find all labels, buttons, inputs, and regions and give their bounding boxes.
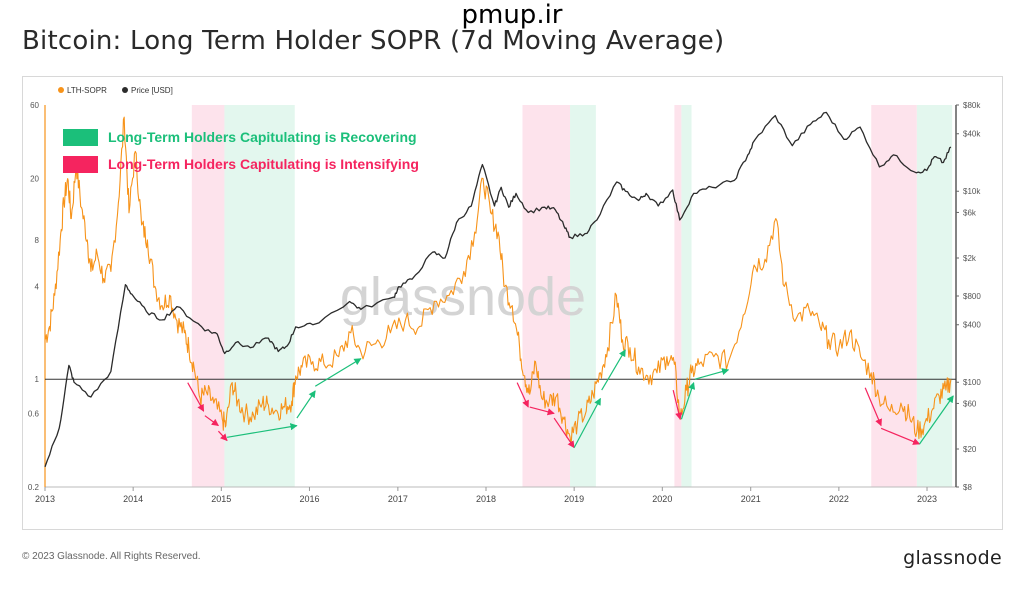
annotation-swatch-0	[63, 129, 98, 146]
y-left-tick-label-4: 4	[35, 282, 40, 291]
legend-label-1: Price [USD]	[131, 86, 173, 95]
recovering-arrow-10	[601, 349, 626, 391]
recovering-arrow-4	[296, 390, 316, 419]
recovering-arrow-3	[227, 423, 298, 438]
y-right-tick-label-$400: $400	[963, 321, 981, 330]
y-left-tick-label-1: 1	[35, 375, 40, 384]
recovering-band-5	[681, 105, 692, 487]
intensifying-arrow-2	[217, 430, 228, 442]
series-group	[44, 111, 952, 468]
y-left-tick-label-0.2: 0.2	[28, 483, 40, 492]
y-left-tick-label-60: 60	[30, 101, 39, 110]
x-tick-label-2014: 2014	[123, 494, 143, 504]
page-title: Bitcoin: Long Term Holder SOPR (7d Movin…	[22, 26, 725, 56]
x-tick-label-2013: 2013	[35, 494, 55, 504]
intensifying-arrow-6	[516, 382, 529, 408]
x-tick-label-2018: 2018	[476, 494, 496, 504]
recovering-arrow-5	[314, 358, 362, 387]
x-tick-label-2020: 2020	[652, 494, 672, 504]
y-left-tick-label-20: 20	[30, 175, 39, 184]
legend: LTH-SOPR Price [USD]	[58, 86, 173, 95]
chart-svg: glassnode 2013 2014 2015 2016 2017 2018 2019 20…	[28, 86, 981, 504]
recovering-arrow-12	[680, 381, 696, 420]
x-tick-label-2019: 2019	[564, 494, 584, 504]
x-tick-label-2016: 2016	[299, 494, 319, 504]
recovering-arrow-16	[919, 395, 954, 445]
brand-logo[interactable]: glassnode	[903, 547, 1002, 569]
price-line	[44, 111, 952, 468]
y-right-tick-label-$20: $20	[963, 445, 977, 454]
chart-axes: 2013 2014 2015 2016 2017 2018 2019 2020 2021 2022…	[28, 101, 981, 504]
x-tick-label-2021: 2021	[741, 494, 761, 504]
intensifying-arrow-14	[864, 387, 882, 427]
x-tick-label-2015: 2015	[211, 494, 231, 504]
arrow-annotations	[187, 349, 954, 449]
intensifying-arrow-8	[553, 417, 575, 449]
recovering-arrow-13	[694, 368, 730, 380]
y-right-tick-label-$80k: $80k	[963, 101, 981, 110]
annotation-label-0: Long-Term Holders Capitulating is Recove…	[108, 129, 417, 145]
y-right-tick-label-$40k: $40k	[963, 130, 981, 139]
chart-panel: glassnode 2013 2014 2015 2016 2017 2018 2019 20…	[22, 76, 1003, 530]
intensifying-band-4	[674, 105, 682, 487]
intensifying-arrow-15	[880, 427, 921, 445]
band-annotations: Long-Term Holders Capitulating is Recove…	[63, 129, 419, 173]
y-left-tick-label-8: 8	[35, 236, 40, 245]
y-left-tick-label-0.6: 0.6	[28, 409, 40, 418]
legend-label-0: LTH-SOPR	[67, 86, 107, 95]
intensifying-arrow-1	[204, 415, 219, 427]
top-watermark: pmup.ir	[461, 0, 563, 30]
legend-marker-1	[122, 87, 128, 93]
lth-sopr-line	[44, 116, 952, 447]
x-tick-label-2017: 2017	[388, 494, 408, 504]
intensifying-band-0	[191, 105, 225, 487]
copyright-text: © 2023 Glassnode. All Rights Reserved.	[22, 551, 201, 562]
y-right-tick-label-$60: $60	[963, 399, 977, 408]
x-tick-label-2023: 2023	[917, 494, 937, 504]
annotation-label-1: Long-Term Holders Capitulating is Intens…	[108, 156, 419, 172]
intensifying-arrow-0	[187, 382, 205, 412]
x-tick-label-2022: 2022	[829, 494, 849, 504]
recovering-arrow-9	[573, 397, 602, 448]
y-right-tick-label-$2k: $2k	[963, 254, 977, 263]
y-right-tick-label-$100: $100	[963, 378, 981, 387]
y-right-tick-label-$10k: $10k	[963, 187, 981, 196]
intensifying-arrow-7	[529, 406, 555, 416]
y-right-tick-label-$8: $8	[963, 483, 972, 492]
recovering-band-1	[224, 105, 295, 487]
intensifying-arrow-11	[672, 389, 683, 420]
annotation-swatch-1	[63, 156, 98, 173]
y-right-tick-label-$6k: $6k	[963, 208, 977, 217]
y-right-tick-label-$800: $800	[963, 292, 981, 301]
legend-marker-0	[58, 87, 64, 93]
